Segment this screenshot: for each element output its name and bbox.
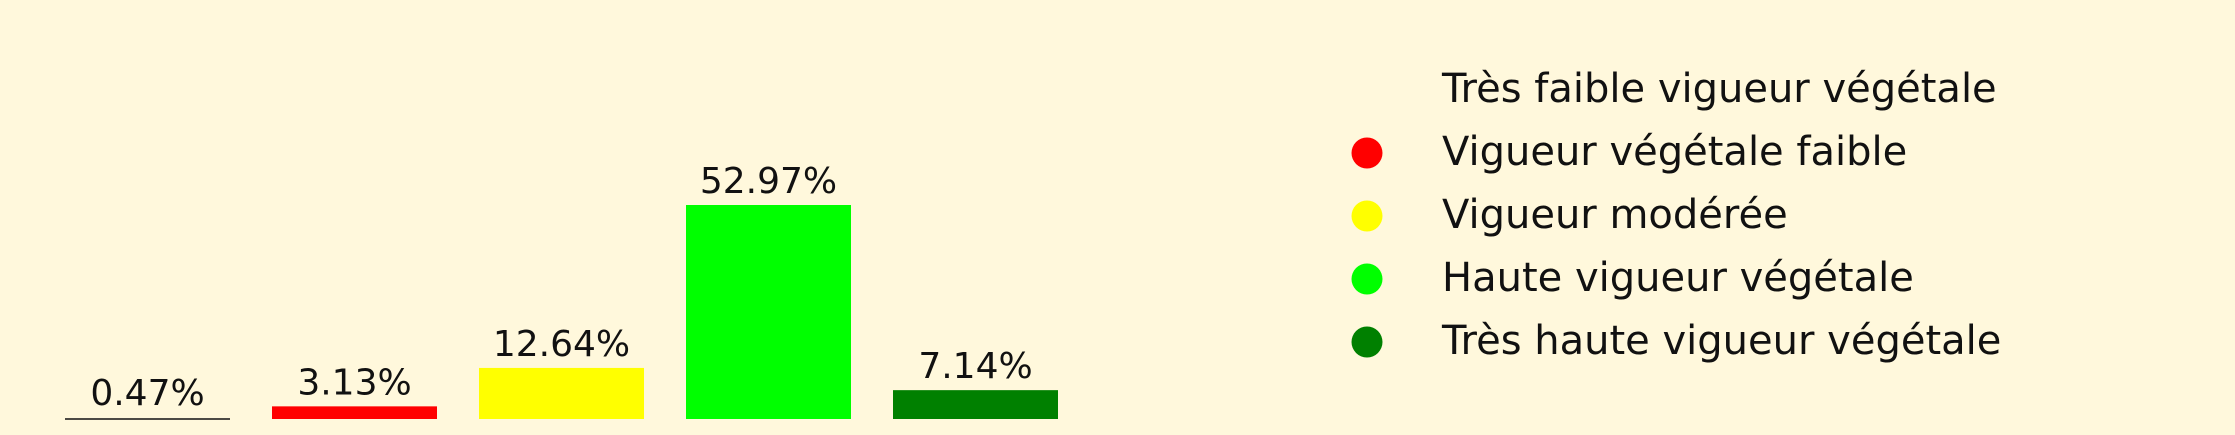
legend-marker-5 xyxy=(1351,326,1383,358)
legend-label-3: Vigueur modérée xyxy=(1442,192,1788,238)
value-label-3: 12.64% xyxy=(493,324,630,365)
bar-2 xyxy=(272,406,437,419)
legend-marker-4 xyxy=(1351,263,1383,295)
legend-marker-1 xyxy=(1351,74,1383,106)
value-label-2: 3.13% xyxy=(297,362,411,403)
value-label-1: 0.47% xyxy=(90,373,204,414)
legend-label-5: Très haute vigueur végétale xyxy=(1441,318,2001,364)
value-label-5: 7.14% xyxy=(918,346,1032,387)
bar-4 xyxy=(686,205,851,419)
legend-marker-3 xyxy=(1351,200,1383,232)
legend-label-1: Très faible vigueur végétale xyxy=(1441,66,1997,112)
bar-5 xyxy=(893,390,1058,419)
legend-marker-2 xyxy=(1351,137,1383,169)
value-labels-layer: 0.47% 3.13% 12.64% 52.97% 7.14% xyxy=(90,161,1032,414)
bar-1 xyxy=(65,417,230,419)
bars-layer xyxy=(65,205,1058,420)
legend-label-2: Vigueur végétale faible xyxy=(1442,129,1907,175)
bar-3 xyxy=(479,367,644,419)
legend-label-4: Haute vigueur végétale xyxy=(1442,255,1914,301)
value-label-4: 52.97% xyxy=(700,161,837,202)
legend: Très faible vigueur végétale Vigueur végé… xyxy=(1351,66,2001,364)
